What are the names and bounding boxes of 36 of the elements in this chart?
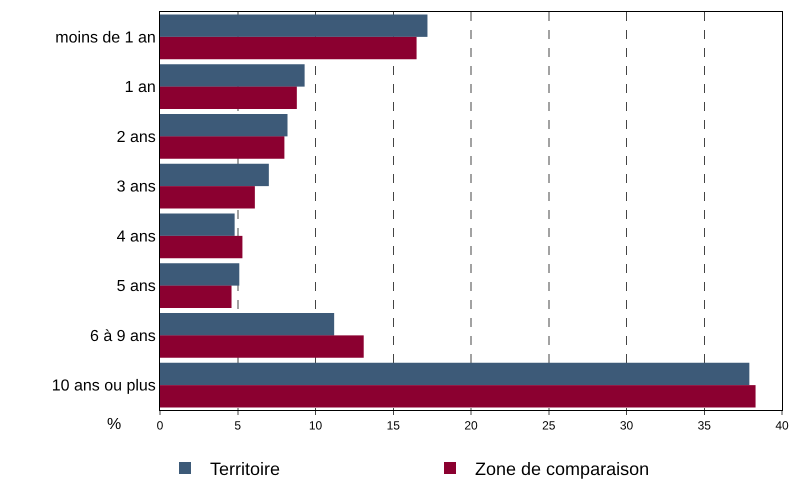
x-tick-label: 40 xyxy=(775,418,789,432)
bar xyxy=(160,385,756,408)
bar xyxy=(160,114,288,136)
x-axis-title: % xyxy=(107,416,122,433)
y-tick-label: 6 à 9 ans xyxy=(90,328,156,345)
bar xyxy=(160,335,364,358)
y-tick-label: 1 an xyxy=(124,79,156,96)
legend-label: Zone de comparaison xyxy=(475,459,650,480)
bar xyxy=(160,164,269,186)
x-tick-label: 25 xyxy=(542,418,556,432)
bar xyxy=(160,263,240,286)
x-tick-label: 35 xyxy=(698,418,712,432)
bar xyxy=(160,36,417,60)
x-tick-label: 20 xyxy=(464,418,478,432)
legend-label: Territoire xyxy=(210,459,280,480)
bar xyxy=(160,286,232,308)
y-tick-label: 2 ans xyxy=(116,128,156,146)
bar xyxy=(160,64,305,87)
y-tick-label: 10 ans ou plus xyxy=(52,378,156,395)
bar xyxy=(160,236,242,258)
bar xyxy=(160,136,284,159)
x-tick-label: 5 xyxy=(234,418,242,432)
bar xyxy=(160,312,334,336)
x-tick-label: 30 xyxy=(620,418,634,432)
bar xyxy=(160,14,428,37)
bar xyxy=(160,213,235,236)
x-tick-label: 15 xyxy=(386,418,400,432)
y-tick-label: 3 ans xyxy=(116,178,156,196)
y-tick-label: 4 ans xyxy=(116,228,156,246)
y-tick-label: moins de 1 an xyxy=(55,29,156,46)
x-tick-label: 10 xyxy=(308,418,322,432)
y-tick-label: 5 ans xyxy=(116,278,156,296)
bar xyxy=(160,86,297,110)
bar xyxy=(160,362,750,386)
bar xyxy=(160,186,255,209)
x-tick-label: 0 xyxy=(156,418,164,432)
